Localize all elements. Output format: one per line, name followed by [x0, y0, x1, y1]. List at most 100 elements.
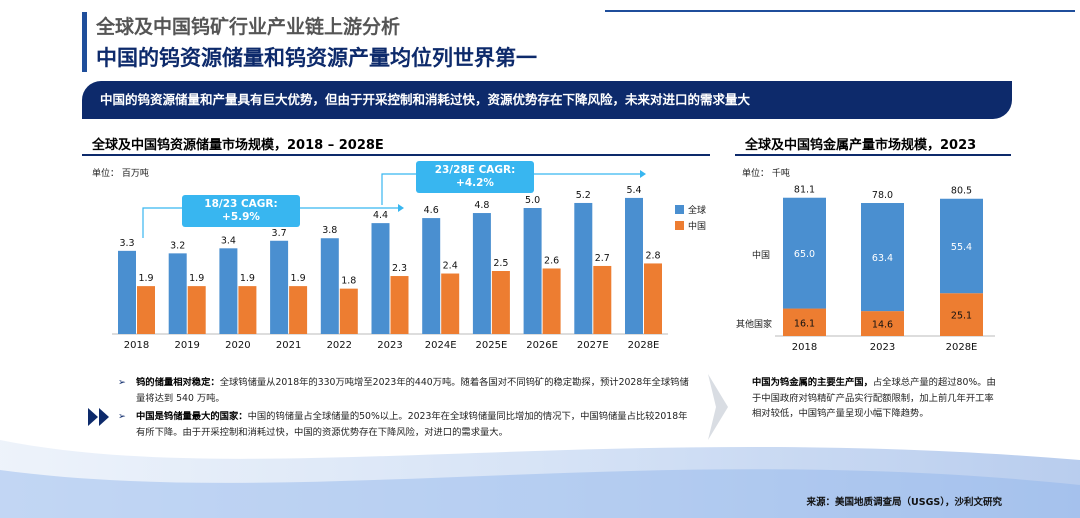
- note-item: ➢ 钨的储量相对稳定：全球钨储量从2018年的330万吨增至2023年的440万…: [118, 377, 689, 404]
- double-chevron-icon: [88, 408, 109, 426]
- row-label-china: 中国: [752, 251, 771, 261]
- bar-china-2027E: [593, 265, 612, 334]
- page-title: 全球及中国钨矿行业产业链上游分析: [96, 16, 401, 38]
- chevron-right-icon: [708, 374, 728, 440]
- left-chart-title: 全球及中国钨资源储量市场规模，2018 – 2028E: [92, 138, 384, 153]
- value-label-total: 80.5: [951, 186, 972, 197]
- bar-china-2025E: [491, 271, 510, 334]
- value-label-china: 63.4: [872, 253, 893, 264]
- cagr-value: +4.2%: [456, 177, 494, 189]
- legend-swatch-global: [675, 205, 684, 214]
- value-label-china: 1.9: [138, 273, 153, 284]
- bar-global-2023: [371, 223, 390, 334]
- value-label-global: 3.7: [272, 228, 287, 239]
- value-label-global: 4.8: [474, 200, 489, 211]
- cagr-arrow-2-head: [640, 170, 646, 178]
- x-tick-label: 2022: [327, 340, 352, 351]
- background-wave: [0, 440, 1080, 518]
- value-label-china: 1.9: [291, 273, 306, 284]
- right-note: 中国为钨金属的主要生产国，占全球总产量的超过80%。由于中国政府对钨精矿产品实行…: [752, 377, 996, 419]
- cagr-arrow-1: [142, 207, 398, 238]
- value-label-china: 1.8: [341, 276, 356, 287]
- bar-china-2023: [390, 276, 409, 334]
- bar-others-2028E: [940, 293, 983, 336]
- cagr-value: +5.9%: [222, 211, 260, 223]
- bar-global-2025E: [472, 213, 491, 334]
- value-label-china: 2.3: [392, 263, 407, 274]
- summary-banner: 中国的钨资源储量和产量具有巨大优势，但由于开采控制和消耗过快，资源优势存在下降风…: [82, 81, 1012, 119]
- value-label-global: 3.4: [221, 235, 236, 246]
- value-label-china: 55.4: [951, 242, 972, 253]
- bar-others-2023: [861, 311, 904, 336]
- left-chart-rule: [82, 154, 710, 156]
- value-label-global: 3.2: [170, 240, 185, 251]
- bar-china-2020: [238, 286, 257, 334]
- value-label-total: 81.1: [794, 185, 815, 196]
- x-tick-label: 2018: [792, 342, 817, 353]
- cagr-arrow-2: [381, 173, 640, 205]
- cagr-badge-23-28: 23/28E CAGR: +4.2%: [416, 161, 534, 193]
- value-label-global: 4.4: [373, 210, 388, 221]
- value-label-global: 5.4: [626, 185, 641, 196]
- x-tick-label: 2020: [225, 340, 250, 351]
- right-chart-unit: 单位： 千吨: [742, 169, 790, 179]
- bar-china-2018: [137, 286, 155, 334]
- right-chart-title: 全球及中国钨金属产量市场规模，2023: [745, 138, 977, 153]
- value-label-china: 1.9: [189, 273, 204, 284]
- cagr-label: 23/28E CAGR:: [434, 164, 516, 176]
- bar-global-2019: [168, 253, 187, 334]
- cagr-arrow-1-head: [398, 204, 404, 212]
- bar-global-2021: [270, 240, 289, 334]
- value-label-others: 25.1: [951, 311, 972, 322]
- value-label-china: 2.6: [544, 255, 559, 266]
- value-label-total: 78.0: [872, 190, 893, 201]
- x-tick-label: 2028E: [628, 340, 660, 351]
- value-label-china: 2.7: [595, 253, 610, 264]
- value-label-global: 5.2: [576, 190, 591, 201]
- bar-china-2018: [783, 197, 826, 309]
- x-tick-label: 2019: [174, 340, 199, 351]
- arrow-bullet-icon: ➢: [118, 411, 126, 422]
- value-label-global: 5.0: [525, 195, 540, 206]
- value-label-global: 3.3: [119, 238, 134, 249]
- bar-global-2020: [219, 248, 238, 334]
- left-chart-unit: 单位： 百万吨: [92, 169, 149, 179]
- legend-china: 中国: [675, 219, 706, 232]
- bar-china-2028E: [940, 198, 983, 294]
- bar-china-2019: [187, 286, 206, 334]
- cagr-badge-18-23: 18/23 CAGR: +5.9%: [182, 195, 300, 227]
- x-tick-label: 2027E: [577, 340, 609, 351]
- value-label-china: 2.4: [443, 261, 458, 272]
- value-label-china: 65.0: [794, 249, 815, 260]
- x-tick-label: 2025E: [476, 340, 508, 351]
- title-accent-bar: [82, 12, 87, 72]
- source-note: 来源：美国地质调查局（USGS），沙利文研究: [806, 497, 1002, 508]
- cagr-label: 18/23 CAGR:: [204, 198, 278, 210]
- bar-global-2024E: [422, 218, 441, 334]
- left-notes: ➢ 钨的储量相对稳定：全球钨储量从2018年的330万吨增至2023年的440万…: [118, 375, 694, 443]
- value-label-china: 2.8: [645, 250, 660, 261]
- bar-global-2018: [118, 250, 136, 334]
- x-tick-label: 2023: [870, 342, 895, 353]
- value-label-china: 2.5: [493, 258, 508, 269]
- x-tick-label: 2021: [276, 340, 301, 351]
- bar-others-2018: [783, 308, 826, 336]
- x-tick-label: 2024E: [425, 340, 457, 351]
- row-label-others: 其他国家: [736, 320, 773, 330]
- bar-global-2028E: [625, 197, 643, 334]
- x-tick-label: 2023: [377, 340, 402, 351]
- legend-swatch-china: [675, 221, 684, 230]
- x-tick-label: 2028E: [946, 342, 978, 353]
- note-item: ➢ 中国是钨储量最大的国家：中国的钨储量占全球储量的50%以上。2023年在全球…: [118, 411, 688, 438]
- legend-global: 全球: [675, 203, 706, 216]
- value-label-others: 14.6: [872, 320, 893, 331]
- bar-china-2021: [289, 286, 308, 334]
- bar-china-2022: [339, 288, 358, 334]
- bar-china-2026E: [542, 268, 561, 334]
- bar-china-2028E: [644, 263, 662, 334]
- x-tick-label: 2026E: [526, 340, 558, 351]
- value-label-china: 1.9: [240, 273, 255, 284]
- value-label-global: 3.8: [322, 225, 337, 236]
